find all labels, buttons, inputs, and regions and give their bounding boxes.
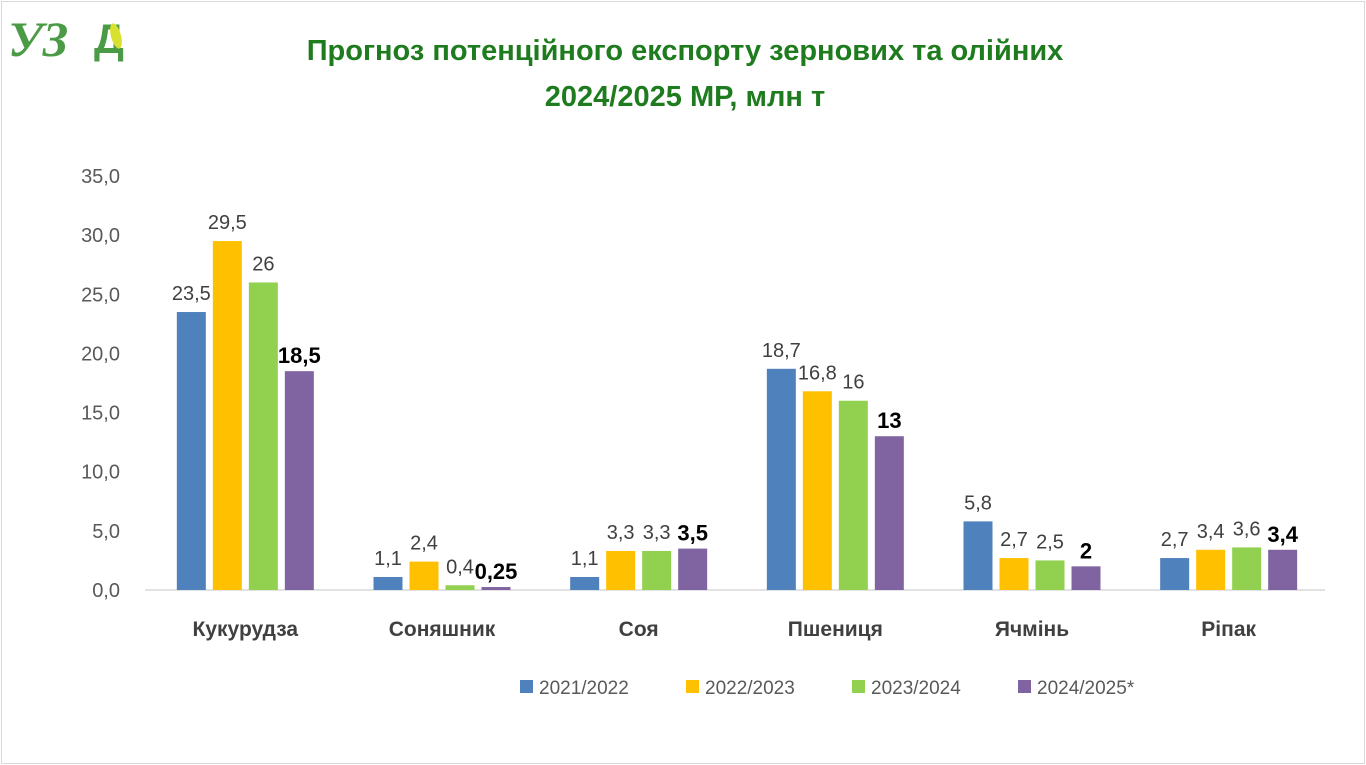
data-label: 2,4: [410, 533, 438, 555]
bar-2022/2023: [409, 561, 439, 590]
bar-2022/2023: [1196, 549, 1226, 590]
y-tick-label: 30,0: [81, 225, 120, 247]
data-label: 5,8: [964, 492, 992, 514]
bar-2024/2025*: [874, 436, 904, 590]
legend-swatch: [686, 680, 699, 693]
data-label: 3,4: [1267, 522, 1298, 547]
legend-label: 2024/2025*: [1037, 678, 1135, 699]
bar-2023/2024: [248, 282, 278, 590]
x-category-label: Кукурудза: [193, 618, 299, 641]
bar-2024/2025*: [1071, 566, 1101, 590]
data-label: 1,1: [571, 548, 599, 570]
y-tick-label: 15,0: [81, 403, 120, 425]
data-label: 3,5: [677, 521, 708, 546]
bar-2023/2024: [1035, 560, 1065, 590]
bar-2024/2025*: [481, 587, 511, 590]
legend-label: 2022/2023: [705, 678, 795, 699]
bar-2022/2023: [606, 550, 636, 590]
uza-logo: УЗ Д: [6, 8, 131, 85]
svg-text:УЗ: УЗ: [8, 11, 68, 67]
legend-swatch: [520, 680, 533, 693]
y-tick-label: 0,0: [92, 580, 120, 602]
bar-2023/2024: [642, 550, 672, 590]
data-label: 18,5: [278, 343, 321, 368]
y-tick-label: 10,0: [81, 462, 120, 484]
bar-2024/2025*: [284, 371, 314, 590]
y-tick-label: 20,0: [81, 343, 120, 365]
bar-2022/2023: [802, 391, 832, 590]
legend-label: 2023/2024: [871, 678, 961, 699]
bar-2022/2023: [212, 241, 242, 591]
bar-2022/2023: [999, 558, 1029, 590]
data-label: 0,4: [446, 556, 474, 578]
bar-2021/2022: [570, 576, 600, 590]
chart-title-line-1: Прогноз потенційного експорту зернових т…: [306, 35, 1064, 67]
data-label: 0,25: [475, 559, 518, 584]
legend-swatch: [852, 680, 865, 693]
y-tick-label: 25,0: [81, 284, 120, 306]
bar-2023/2024: [838, 400, 868, 590]
data-label: 16,8: [798, 362, 837, 384]
legend-swatch: [1018, 680, 1031, 693]
chart-title-line-2: 2024/2025 МР, млн т: [544, 81, 826, 113]
bar-2021/2022: [1160, 558, 1190, 590]
bar-2024/2025*: [1268, 549, 1298, 590]
data-label: 2,5: [1036, 531, 1064, 553]
x-category-label: Соняшник: [389, 618, 496, 641]
bar-2021/2022: [373, 576, 403, 590]
data-label: 13: [877, 408, 901, 433]
bar-2024/2025*: [678, 548, 708, 590]
data-label: 3,6: [1233, 518, 1261, 540]
x-category-label: Соя: [619, 618, 659, 641]
x-category-label: Ячмінь: [995, 618, 1069, 641]
x-category-label: Ріпак: [1201, 618, 1256, 641]
data-label: 29,5: [208, 212, 247, 234]
bar-2021/2022: [176, 312, 206, 590]
data-label: 3,3: [643, 522, 671, 544]
data-label: 1,1: [374, 548, 402, 570]
y-tick-label: 5,0: [92, 521, 120, 543]
chart-title: Прогноз потенційного експорту зернових т…: [180, 28, 1190, 120]
x-category-label: Пшениця: [788, 618, 883, 641]
data-label: 3,3: [607, 522, 635, 544]
legend-label: 2021/2022: [539, 678, 629, 699]
data-label: 23,5: [172, 283, 211, 305]
data-label: 18,7: [762, 340, 801, 362]
bar-2023/2024: [445, 585, 475, 590]
data-label: 2,7: [1161, 529, 1189, 551]
data-label: 16: [842, 372, 864, 394]
data-label: 2,7: [1000, 529, 1028, 551]
bar-2023/2024: [1232, 547, 1262, 590]
data-label: 26: [252, 253, 274, 275]
bar-2021/2022: [766, 368, 796, 590]
bar-2021/2022: [963, 521, 993, 590]
data-label: 3,4: [1197, 521, 1225, 543]
y-tick-label: 35,0: [81, 166, 120, 188]
data-label: 2: [1080, 538, 1092, 563]
